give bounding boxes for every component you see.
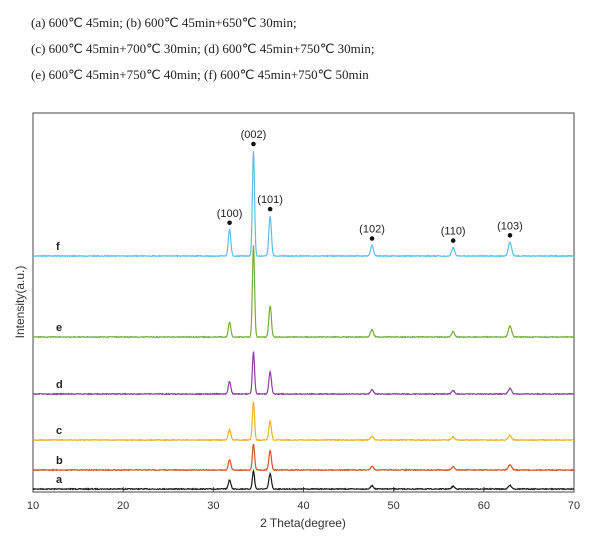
- series-label-a: a: [56, 474, 63, 486]
- x-tick-label: 40: [297, 500, 309, 512]
- series-label-d: d: [56, 379, 63, 391]
- y-axis-title: Intensity(a.u.): [13, 266, 27, 339]
- x-tick-label: 60: [478, 500, 490, 512]
- plot-frame: [32, 112, 575, 493]
- peak-markers: (100) (002) (101) (102) (110) (103): [217, 129, 523, 243]
- series-line-f: [32, 150, 575, 258]
- peak-label: (103): [497, 220, 523, 232]
- caption-line-2: (c) 600℃ 45min+700℃ 30min; (d) 600℃ 45mi…: [31, 41, 375, 56]
- caption-line-3: (e) 600℃ 45min+750℃ 40min; (f) 600℃ 45mi…: [31, 67, 369, 82]
- x-tick-label: 70: [568, 500, 580, 512]
- series-label-c: c: [56, 425, 62, 437]
- series-line-a: [32, 468, 575, 491]
- series-label-b: b: [56, 455, 63, 467]
- peak-label: (002): [241, 129, 267, 141]
- x-tick-label: 20: [117, 500, 129, 512]
- caption-line-1: (a) 600℃ 45min; (b) 600℃ 45min+650℃ 30mi…: [31, 15, 297, 30]
- series-line-c: [32, 401, 575, 442]
- xrd-curves: [32, 150, 575, 491]
- peak-label: (101): [257, 194, 283, 206]
- peak-dot: [227, 220, 232, 226]
- curve-labels: ab c d e f: [56, 241, 63, 486]
- peak-dot: [507, 233, 513, 238]
- peak-label: (110): [441, 226, 466, 238]
- peak-dot: [369, 236, 375, 241]
- peak-dot: [267, 206, 273, 212]
- series-line-d: [32, 351, 575, 396]
- x-tick-label: 10: [27, 500, 39, 512]
- series-line-b: [32, 443, 575, 472]
- x-tick-label: 50: [388, 500, 400, 512]
- peak-dot: [450, 238, 456, 243]
- peak-label: (100): [217, 208, 243, 220]
- x-axis-title: 2 Theta(degree): [260, 516, 346, 530]
- peak-dot: [251, 141, 256, 147]
- series-label-f: f: [56, 241, 60, 253]
- series-label-e: e: [56, 322, 62, 334]
- peak-label: (102): [359, 224, 385, 236]
- x-tick-label: 30: [207, 500, 219, 512]
- x-axis-ticks: 10 20 30 40 50 60 70: [27, 487, 580, 512]
- series-line-e: [32, 245, 574, 339]
- figure-caption: (a) 600℃ 45min; (b) 600℃ 45min+650℃ 30mi…: [31, 10, 591, 88]
